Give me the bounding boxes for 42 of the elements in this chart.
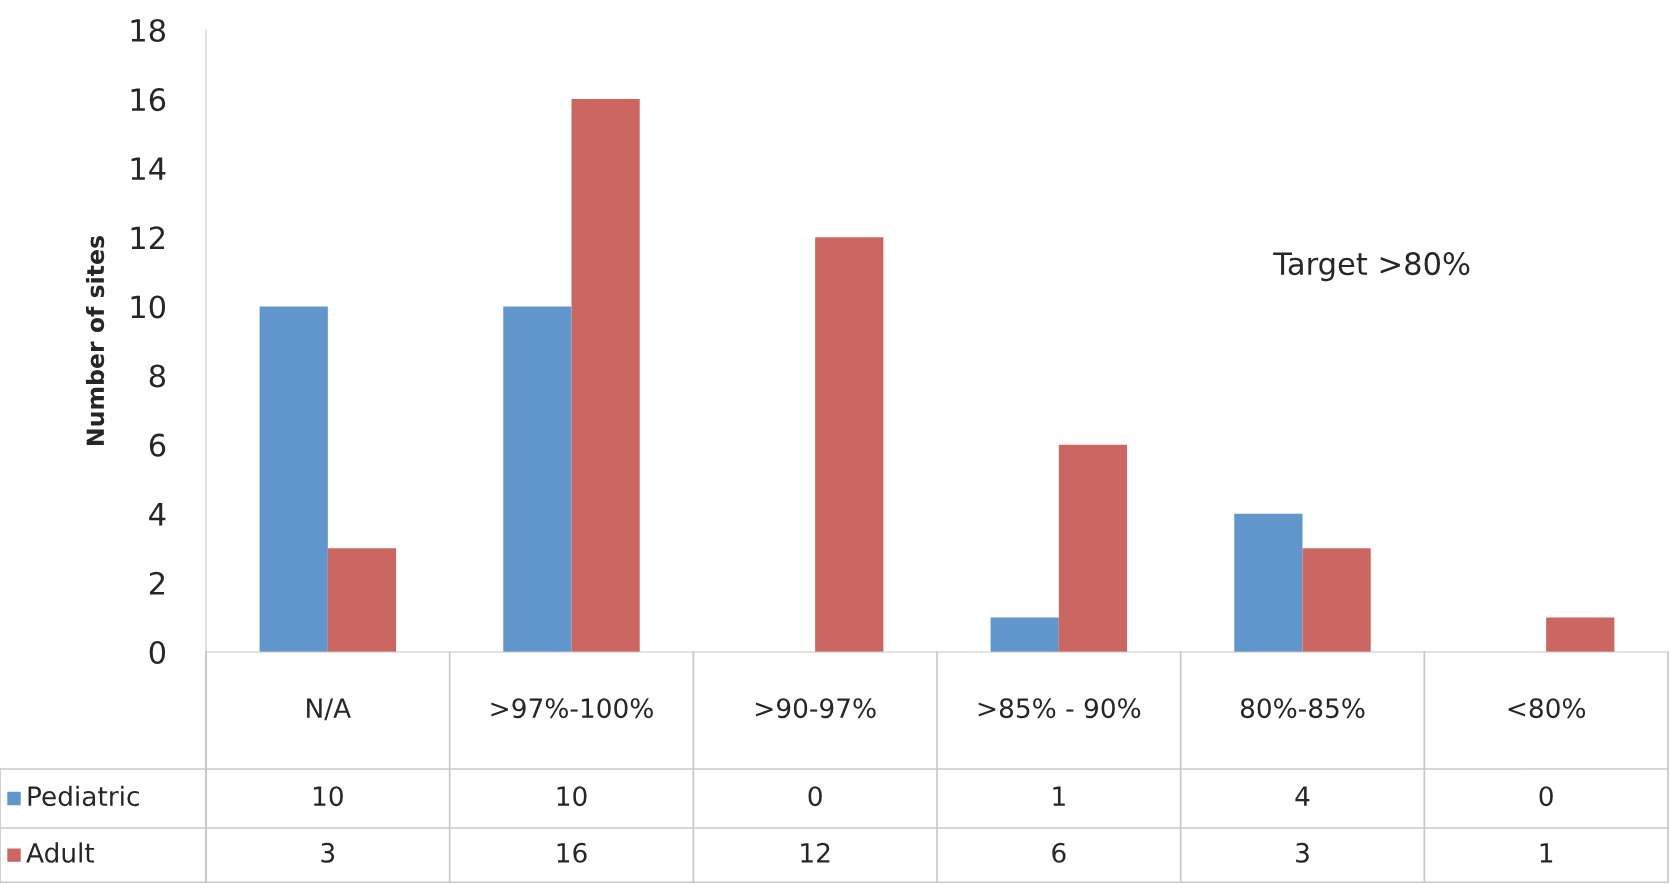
data-label: 10	[313, 786, 343, 807]
y-tick-label: 0	[149, 640, 166, 665]
bar	[503, 306, 572, 652]
y-tick-label: 6	[149, 433, 166, 457]
legend-label: Pediatric	[28, 785, 139, 807]
y-axis-title: Number of sites	[85, 236, 105, 445]
legend-label: Adult	[26, 842, 95, 863]
y-tick-label: 14	[131, 157, 166, 180]
x-tick-label: >85% - 90%	[978, 698, 1141, 719]
data-label: 3	[1296, 842, 1309, 863]
bar	[571, 99, 640, 652]
data-label: 16	[557, 842, 587, 863]
data-label: 10	[557, 786, 587, 807]
y-tick-label: 4	[149, 503, 166, 526]
data-label: 3	[321, 842, 335, 863]
y-tick-label: 2	[149, 571, 165, 595]
data-label: 12	[801, 842, 830, 863]
data-label: 0	[808, 786, 822, 807]
x-tick-label: >90-97%	[756, 698, 876, 719]
bar	[990, 617, 1059, 652]
x-tick-label: N/A	[307, 698, 351, 721]
bar	[327, 548, 397, 652]
data-label: 1	[1540, 843, 1553, 863]
y-tick-label: 10	[131, 295, 166, 319]
bar	[815, 237, 884, 652]
annotation: Target >80%	[1273, 252, 1470, 282]
y-tick-label: 18	[131, 18, 166, 43]
y-tick-label: 8	[149, 364, 166, 388]
bar	[259, 306, 328, 652]
bar	[1302, 548, 1371, 652]
data-label: 4	[1295, 786, 1310, 806]
data-label: 1	[1053, 786, 1065, 806]
bar	[1058, 444, 1128, 652]
data-label: 0	[1539, 786, 1553, 807]
data-label: 6	[1052, 842, 1066, 863]
y-tick-label: 12	[131, 226, 165, 249]
y-tick-label: 16	[131, 88, 166, 112]
bar	[1546, 617, 1615, 652]
x-tick-label: >97%-100%	[491, 698, 653, 719]
x-tick-label: 80%-85%	[1240, 698, 1365, 719]
x-tick-label: <80%	[1508, 698, 1586, 719]
bar	[1234, 513, 1303, 652]
